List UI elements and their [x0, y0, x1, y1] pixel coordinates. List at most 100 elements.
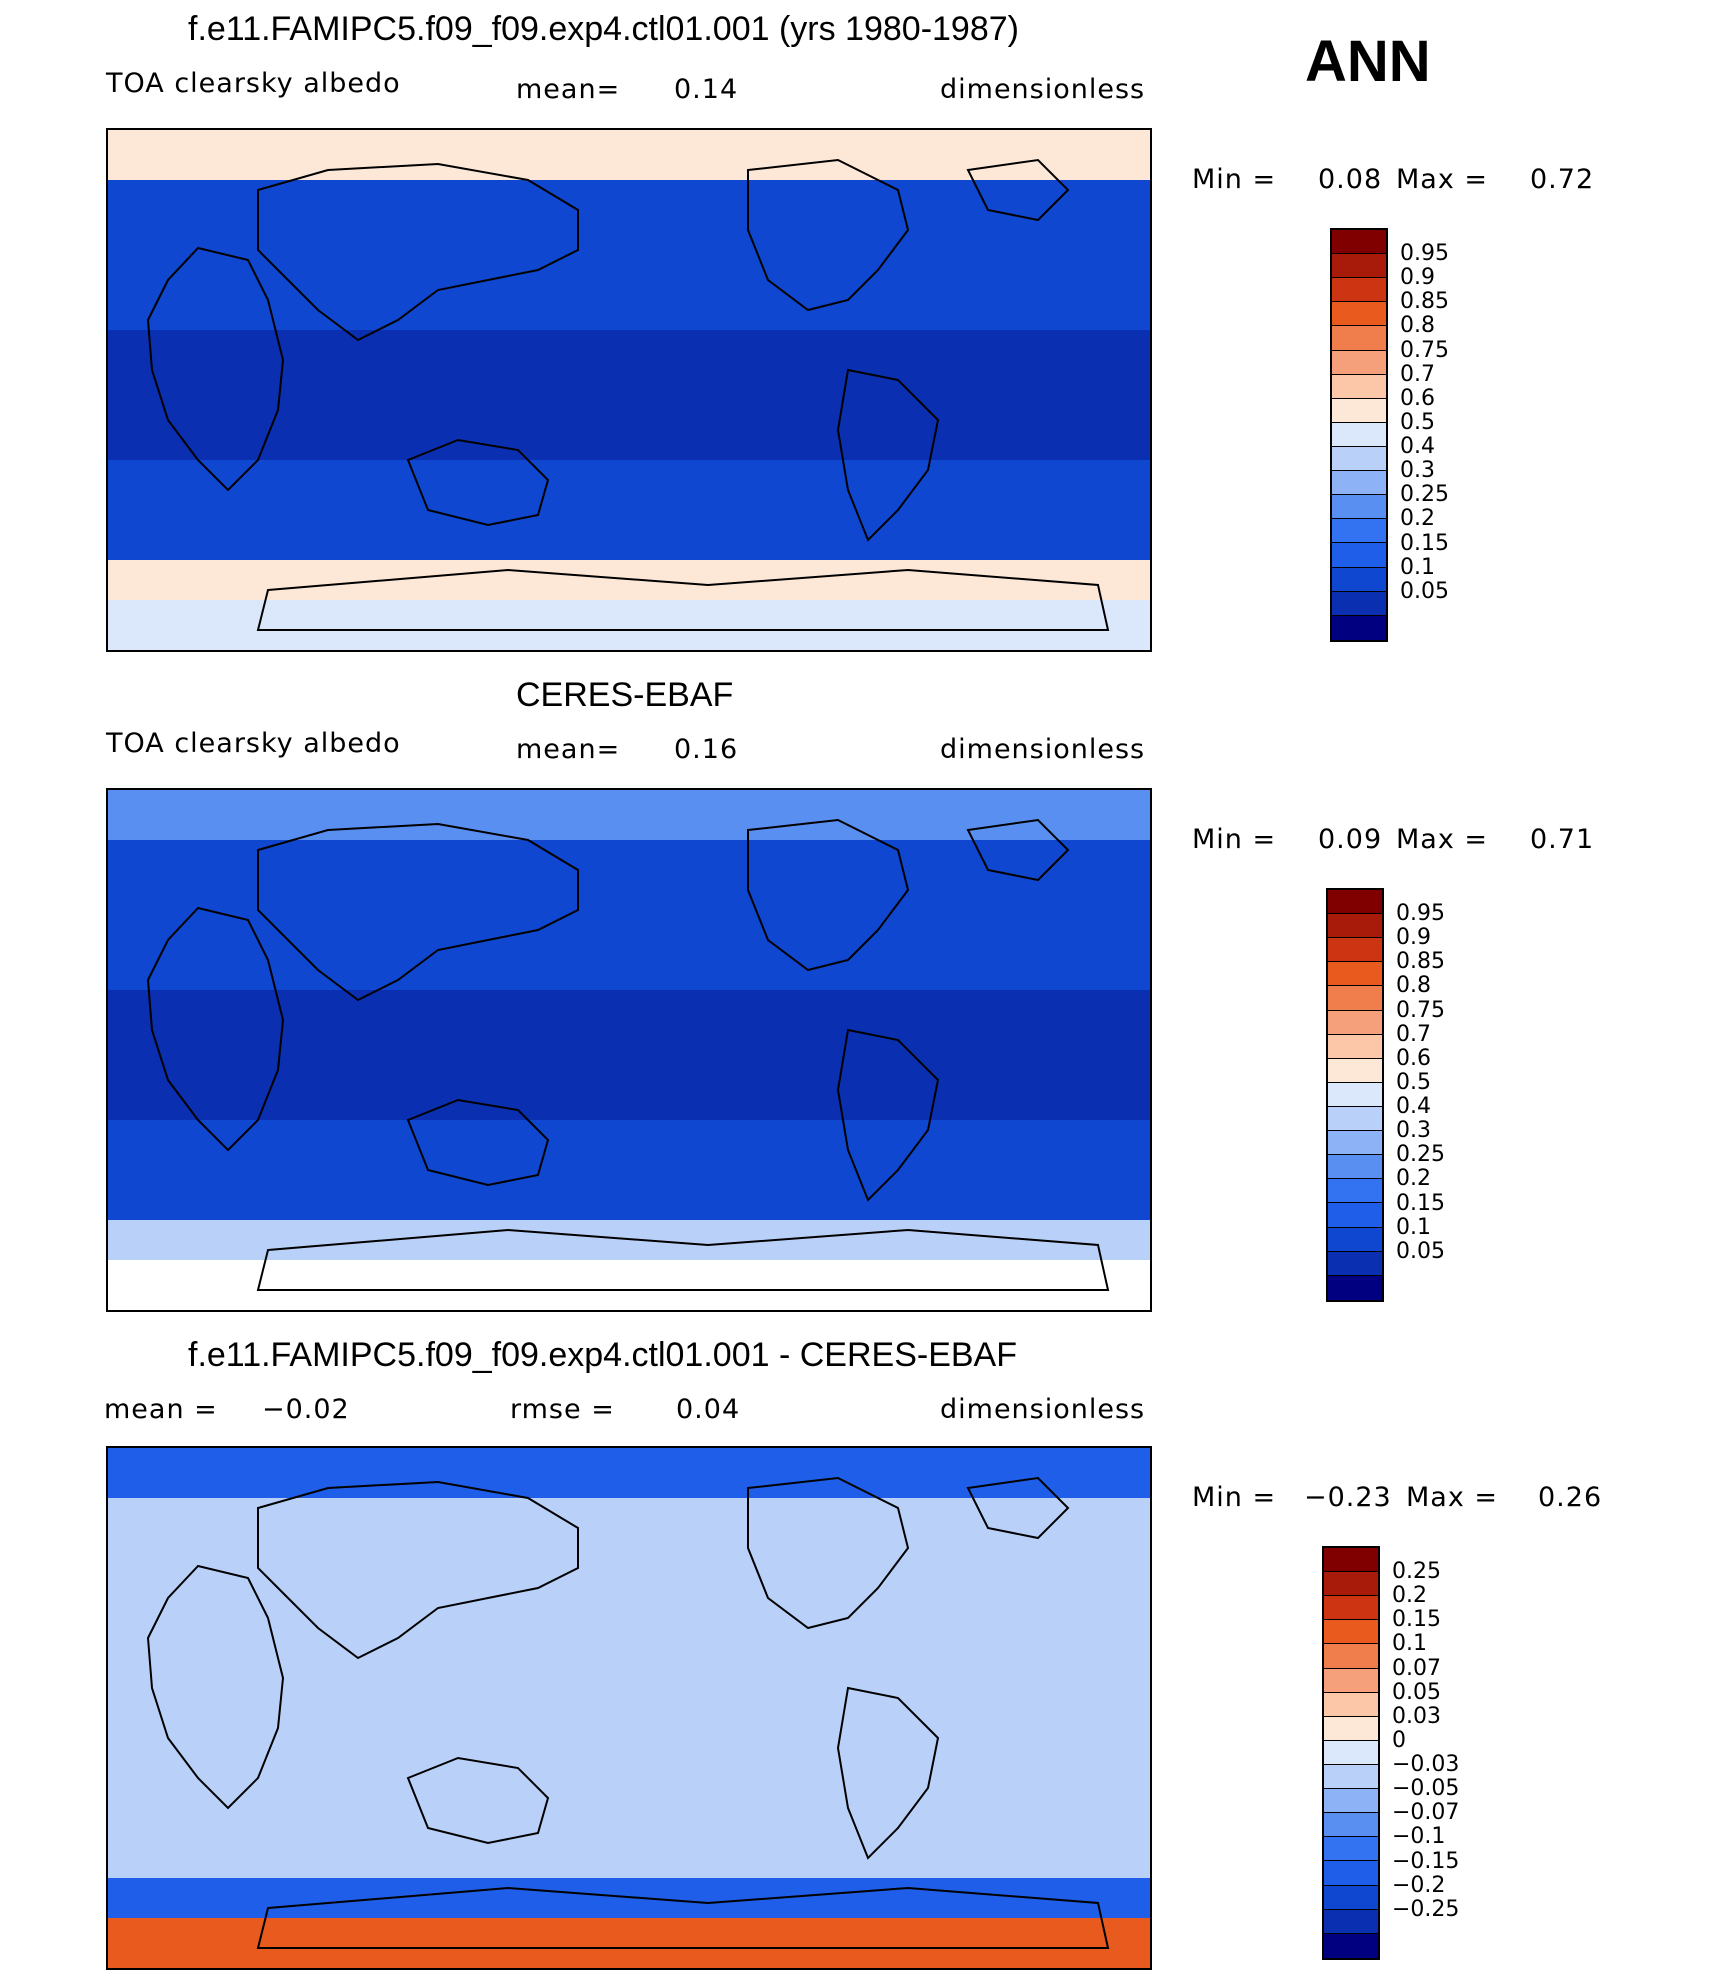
- colorbar-tick-label: 0.3: [1400, 458, 1435, 484]
- colorbar-tick-label: −0.03: [1392, 1752, 1460, 1778]
- coastline: [256, 1886, 1110, 1949]
- colorbar-swatch: [1328, 1275, 1382, 1300]
- mean-value: 0.14: [674, 74, 739, 105]
- colorbar-swatch: [1328, 938, 1382, 963]
- colorbar-tick-label: 0.1: [1392, 1631, 1427, 1657]
- colorbar-swatch: [1324, 1692, 1378, 1717]
- colorbar-tick-label: 0.95: [1400, 241, 1449, 267]
- colorbar-tick-label: 0.95: [1396, 901, 1445, 927]
- colorbar-tick-label: 0.8: [1396, 973, 1431, 999]
- colorbar-tick-label: 0.2: [1400, 506, 1435, 532]
- colorbar-tick-label: 0.05: [1396, 1238, 1445, 1264]
- colorbar-swatch: [1324, 1596, 1378, 1621]
- colorbar-tick-label: 0.3: [1396, 1118, 1431, 1144]
- map-svg: [108, 1448, 1150, 1968]
- colorbar-tick-label: 0: [1392, 1727, 1406, 1753]
- min-label: Min =: [1192, 824, 1277, 855]
- field-band: [108, 790, 1150, 840]
- colorbar-swatch: [1324, 1813, 1378, 1838]
- colorbar-tick-label: 0.6: [1400, 385, 1435, 411]
- colorbar-tick-label: 0.7: [1400, 361, 1435, 387]
- colorbar-tick-label: 0.05: [1400, 578, 1449, 604]
- colorbar-swatch: [1324, 1885, 1378, 1910]
- coastline: [406, 1756, 550, 1845]
- coastline: [836, 1028, 940, 1202]
- colorbar-swatch: [1332, 326, 1386, 351]
- colorbar-tick-label: 0.75: [1400, 337, 1449, 363]
- field-band: [108, 330, 1150, 460]
- field-band: [108, 1648, 1150, 1778]
- colorbar-swatch: [1328, 1179, 1382, 1204]
- colorbar-swatch: [1324, 1909, 1378, 1934]
- colorbar-tick-label: 0.07: [1392, 1655, 1441, 1681]
- coastline: [747, 158, 910, 312]
- max-value: 0.72: [1530, 164, 1595, 195]
- colorbar-tick-label: −0.07: [1392, 1800, 1460, 1826]
- colorbar-swatch: [1332, 398, 1386, 423]
- colorbar-swatch: [1324, 1548, 1378, 1573]
- contour-map: [106, 1446, 1152, 1970]
- coastline: [836, 1686, 940, 1860]
- colorbar-swatch: [1332, 519, 1386, 544]
- field-band: [108, 1498, 1150, 1588]
- colorbar-swatch: [1324, 1933, 1378, 1958]
- field-band: [108, 1448, 1150, 1498]
- colorbar-tick-label: 0.25: [1392, 1559, 1441, 1585]
- colorbar-swatch: [1328, 1106, 1382, 1132]
- colorbar-swatch: [1324, 1572, 1378, 1597]
- field-band: [108, 180, 1150, 270]
- coastline: [256, 1228, 1110, 1291]
- colorbar-swatch: [1332, 374, 1386, 399]
- mean-value: 0.16: [674, 734, 739, 765]
- colorbar-swatch: [1332, 591, 1386, 616]
- colorbar-tick-label: 0.4: [1396, 1094, 1431, 1120]
- colorbar-swatch: [1332, 230, 1386, 255]
- max-value: 0.26: [1538, 1482, 1603, 1513]
- colorbar-tick-label: 0.5: [1396, 1069, 1431, 1095]
- field-band: [108, 930, 1150, 990]
- colorbar-swatch: [1324, 1644, 1378, 1669]
- colorbar-tick-label: 0.7: [1396, 1021, 1431, 1047]
- units-label: dimensionless: [940, 74, 1146, 105]
- field-band: [108, 600, 1150, 650]
- field-band: [108, 1170, 1150, 1220]
- colorbar-swatch: [1328, 1034, 1382, 1059]
- colorbar-tick-label: 0.85: [1396, 949, 1445, 975]
- colorbar-swatch: [1324, 1837, 1378, 1862]
- field-band: [108, 1588, 1150, 1648]
- colorbar: [1326, 888, 1384, 1302]
- mean-value: −0.02: [262, 1394, 350, 1425]
- colorbar-swatch: [1332, 495, 1386, 520]
- mean-label: mean=: [516, 734, 621, 765]
- coastline: [146, 246, 285, 492]
- coastline: [966, 1476, 1070, 1540]
- map-svg: [108, 130, 1150, 650]
- colorbar-tick-label: −0.2: [1392, 1872, 1446, 1898]
- coastline: [257, 162, 579, 342]
- rmse-value: 0.04: [676, 1394, 741, 1425]
- variable-label: TOA clearsky albedo: [106, 728, 401, 759]
- colorbar-swatch: [1332, 471, 1386, 496]
- field-band: [108, 990, 1150, 1120]
- colorbar-tick-label: 0.05: [1392, 1679, 1441, 1705]
- colorbar-swatch: [1328, 1203, 1382, 1228]
- colorbar-swatch: [1324, 1668, 1378, 1693]
- max-value: 0.71: [1530, 824, 1595, 855]
- colorbar-swatch: [1324, 1620, 1378, 1645]
- rmse-label: rmse =: [510, 1394, 615, 1425]
- colorbar-swatch: [1324, 1789, 1378, 1814]
- coastline: [966, 158, 1070, 222]
- field-band: [108, 270, 1150, 330]
- colorbar-tick-label: −0.25: [1392, 1896, 1460, 1922]
- colorbar-swatch: [1332, 567, 1386, 592]
- max-label: Max =: [1396, 164, 1489, 195]
- map-svg: [108, 790, 1150, 1310]
- coastline: [747, 1476, 910, 1630]
- colorbar-tick-label: −0.1: [1392, 1824, 1446, 1850]
- colorbar-swatch: [1328, 1131, 1382, 1156]
- colorbar-tick-label: 0.9: [1400, 265, 1435, 291]
- field-band: [108, 840, 1150, 930]
- field-band: [108, 1120, 1150, 1170]
- colorbar-swatch: [1328, 962, 1382, 987]
- colorbar-tick-label: 0.15: [1400, 530, 1449, 556]
